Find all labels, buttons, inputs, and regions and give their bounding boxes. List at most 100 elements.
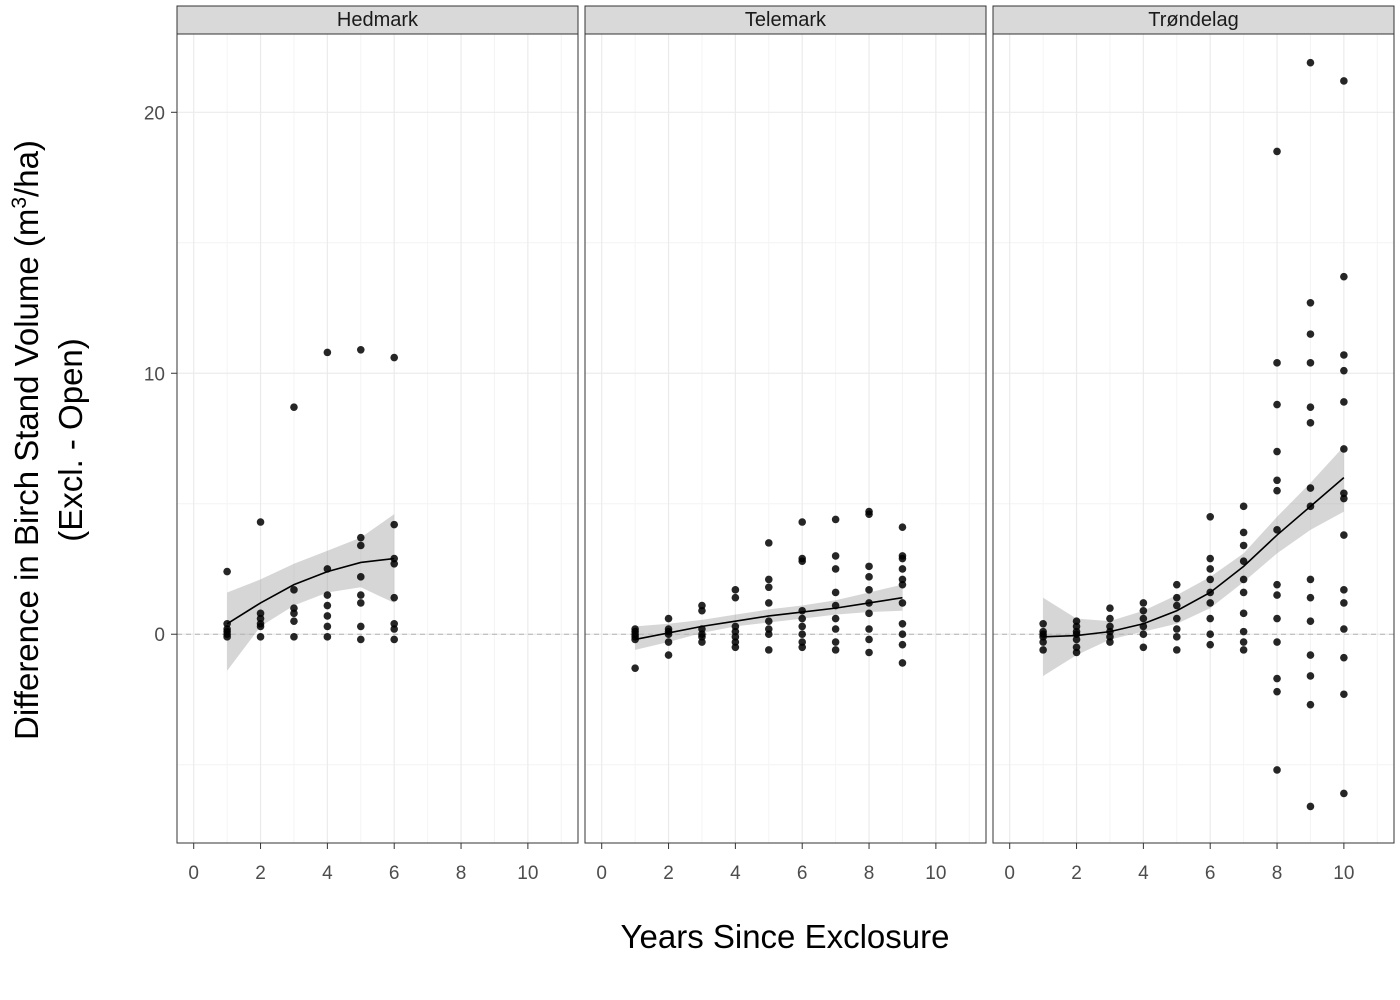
confidence-band bbox=[635, 584, 903, 650]
data-point bbox=[1340, 366, 1348, 375]
data-point bbox=[1273, 614, 1281, 623]
data-point bbox=[1072, 617, 1081, 625]
data-point bbox=[356, 541, 365, 550]
data-point bbox=[323, 622, 332, 631]
data-point bbox=[764, 617, 773, 625]
panels-layer: Hedmark 0 2 4 6 8 10 Telemark 0 2 4 6 8 10 Trøndelag 0 2… bbox=[176, 5, 1395, 884]
data-point bbox=[898, 523, 907, 532]
data-point bbox=[865, 510, 873, 518]
x-tick-label: 0 bbox=[1004, 863, 1015, 884]
facet-strip-label: Trøndelag bbox=[1148, 9, 1238, 31]
data-point bbox=[898, 599, 907, 607]
data-point bbox=[865, 648, 873, 657]
data-point bbox=[323, 565, 332, 573]
data-point bbox=[798, 614, 807, 623]
data-point bbox=[1273, 674, 1281, 683]
data-point bbox=[865, 609, 873, 618]
x-tick-label: 4 bbox=[730, 863, 741, 884]
data-point bbox=[631, 635, 639, 644]
data-point bbox=[1106, 604, 1114, 612]
data-point bbox=[1306, 298, 1315, 307]
data-point bbox=[731, 643, 740, 652]
confidence-band bbox=[227, 514, 395, 671]
data-point bbox=[798, 622, 807, 631]
data-point bbox=[256, 518, 265, 526]
data-point bbox=[1273, 526, 1281, 534]
data-point bbox=[1306, 651, 1315, 659]
data-point bbox=[1239, 541, 1248, 550]
data-point bbox=[1273, 476, 1281, 485]
data-point bbox=[1340, 586, 1348, 594]
smooth-trend-line bbox=[226, 557, 395, 625]
data-point bbox=[865, 635, 873, 644]
data-point bbox=[698, 638, 706, 646]
data-point bbox=[1139, 599, 1148, 607]
data-point bbox=[698, 606, 706, 615]
data-point bbox=[390, 593, 399, 602]
y-axis-title-suffix: /ha) bbox=[8, 140, 45, 197]
y-tick-label: 0 bbox=[154, 625, 165, 646]
data-point bbox=[1340, 599, 1348, 607]
data-point bbox=[831, 565, 840, 573]
data-point bbox=[664, 614, 673, 623]
data-point bbox=[731, 638, 740, 646]
facet-panel: Telemark 0 2 4 6 8 10 bbox=[584, 5, 987, 884]
data-point bbox=[1072, 635, 1081, 644]
data-point bbox=[898, 659, 907, 667]
y-tick-label: 20 bbox=[144, 103, 165, 124]
data-point bbox=[798, 630, 807, 639]
data-point bbox=[1340, 445, 1348, 453]
x-tick-label: 2 bbox=[663, 863, 674, 884]
x-tick-label: 2 bbox=[1071, 863, 1082, 884]
data-point bbox=[1340, 351, 1348, 359]
data-point bbox=[1239, 638, 1248, 646]
data-point bbox=[1239, 588, 1248, 597]
data-point bbox=[898, 554, 907, 563]
x-tick-label: 6 bbox=[389, 863, 400, 884]
facet-strip bbox=[176, 5, 579, 35]
data-point bbox=[1273, 591, 1281, 599]
data-point bbox=[1139, 630, 1148, 639]
data-point bbox=[356, 591, 365, 599]
x-tick-label: 0 bbox=[188, 863, 199, 884]
panel-background bbox=[993, 34, 1394, 843]
data-point bbox=[831, 614, 840, 623]
x-tick-label: 8 bbox=[456, 863, 467, 884]
data-point bbox=[256, 609, 265, 618]
data-point bbox=[290, 586, 298, 594]
data-point bbox=[664, 630, 673, 639]
data-point bbox=[898, 575, 907, 584]
data-point bbox=[731, 627, 740, 636]
data-point bbox=[764, 539, 773, 547]
data-point bbox=[898, 580, 907, 589]
data-point bbox=[1139, 643, 1148, 652]
data-point bbox=[731, 593, 740, 602]
data-point bbox=[1239, 609, 1248, 618]
facet-panel: Hedmark 0 2 4 6 8 10 bbox=[176, 5, 579, 884]
data-point bbox=[865, 625, 873, 633]
data-point bbox=[1273, 486, 1281, 495]
data-point bbox=[1072, 622, 1081, 631]
data-point bbox=[290, 604, 298, 612]
data-point bbox=[390, 559, 399, 568]
facet-strip bbox=[992, 5, 1395, 35]
data-point bbox=[1306, 617, 1315, 625]
data-point bbox=[764, 575, 773, 584]
data-point bbox=[1106, 622, 1114, 631]
data-point bbox=[1039, 633, 1047, 641]
y-axis-title-superscript: 3 bbox=[8, 197, 31, 209]
facet-strip-label: Telemark bbox=[745, 9, 827, 31]
data-point bbox=[831, 646, 840, 654]
x-axis-title: Years Since Exclosure bbox=[621, 918, 950, 955]
data-point bbox=[1306, 575, 1315, 584]
data-point bbox=[1306, 700, 1315, 709]
data-point bbox=[223, 633, 231, 641]
data-point bbox=[798, 638, 807, 646]
data-point bbox=[831, 638, 840, 646]
data-point bbox=[764, 646, 773, 654]
data-point bbox=[1273, 638, 1281, 646]
data-point bbox=[356, 533, 365, 542]
x-tick-label: 8 bbox=[864, 863, 875, 884]
data-point bbox=[1172, 601, 1181, 610]
data-point bbox=[1340, 494, 1348, 503]
